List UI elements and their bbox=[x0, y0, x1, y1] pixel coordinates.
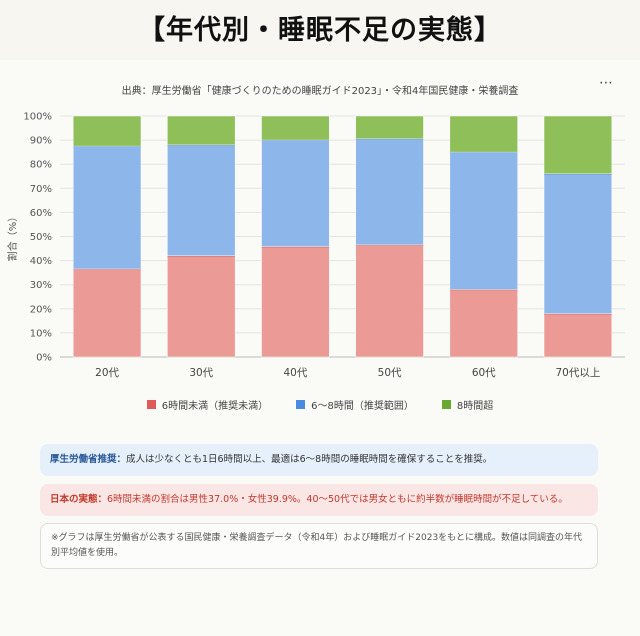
source-note: ※グラフは厚生労働省が公表する国民健康・栄養調査データ（令和4年）および睡眠ガイ… bbox=[40, 523, 598, 569]
chart-card: 出典：厚生労働省「健康づくりのための睡眠ガイド2023」・令和4年国民健康・栄養… bbox=[0, 60, 640, 636]
bar-segment-over8 bbox=[167, 115, 236, 146]
legend-item-over8[interactable]: 8時間超 bbox=[441, 397, 494, 412]
bar-segment-under6 bbox=[449, 289, 518, 358]
y-tick-label: 80% bbox=[30, 160, 52, 171]
bar-segment-under6 bbox=[261, 246, 330, 358]
legend-item-under6[interactable]: 6時間未満（推奨未満） bbox=[146, 397, 269, 412]
bar-segment-over8 bbox=[449, 115, 518, 153]
x-tick-label: 30代 bbox=[189, 367, 213, 379]
x-tick-label: 70代以上 bbox=[555, 367, 600, 379]
chart-subtitle: 出典：厚生労働省「健康づくりのための睡眠ガイド2023」・令和4年国民健康・栄養… bbox=[121, 86, 519, 97]
bar-segment-over8 bbox=[72, 115, 142, 147]
x-tick-label: 20代 bbox=[95, 367, 119, 379]
y-tick-label: 50% bbox=[30, 232, 52, 243]
recommendation-text: 成人は少なくとも1日6時間以上、最適は6〜8時間の睡眠時間を確保することを推奨。 bbox=[126, 454, 493, 465]
y-tick-label: 60% bbox=[30, 208, 52, 219]
more-menu-icon[interactable]: ⋯ bbox=[599, 75, 614, 91]
legend-item-6to8[interactable]: 6〜8時間（推奨範囲） bbox=[296, 397, 414, 412]
x-tick-label: 60代 bbox=[472, 367, 496, 379]
bar-segment-over8 bbox=[261, 115, 330, 141]
y-tick-label: 100% bbox=[23, 112, 52, 123]
bar-segment-6to8 bbox=[261, 139, 330, 247]
recommendation-note: 厚生労働省推奨：成人は少なくとも1日6時間以上、最適は6〜8時間の睡眠時間を確保… bbox=[40, 444, 598, 476]
legend-label-over8: 8時間超 bbox=[456, 401, 494, 412]
page-title: 【年代別・睡眠不足の実態】 bbox=[138, 15, 502, 46]
y-tick-label: 20% bbox=[30, 304, 52, 315]
chart-legend: 6時間未満（推奨未満） 6〜8時間（推奨範囲） 8時間超 bbox=[0, 397, 640, 412]
legend-swatch-under6 bbox=[146, 400, 156, 409]
bar-segment-under6 bbox=[72, 268, 142, 358]
reality-note: 日本の実態：6時間未満の割合は男性37.0%・女性39.9%。40〜50代では男… bbox=[40, 484, 598, 516]
bar-segment-6to8 bbox=[167, 144, 236, 257]
bar-segment-over8 bbox=[543, 115, 613, 175]
bar-segment-6to8 bbox=[543, 173, 613, 314]
y-axis-label: 割合（%） bbox=[6, 212, 19, 262]
bar-segment-under6 bbox=[355, 244, 424, 358]
bar-segment-over8 bbox=[355, 115, 424, 140]
y-tick-label: 30% bbox=[30, 280, 52, 291]
legend-label-6to8: 6〜8時間（推奨範囲） bbox=[311, 401, 414, 412]
y-tick-label: 0% bbox=[36, 353, 52, 364]
y-tick-label: 90% bbox=[30, 136, 52, 147]
x-tick-label: 50代 bbox=[378, 367, 402, 379]
stacked-bar-chart: 0% 10% 20% 30% 40% 50% 60% 70% 80% 90% 100% 割合（%） 20… bbox=[6, 112, 625, 379]
legend-swatch-6to8 bbox=[296, 400, 306, 409]
bar-segment-6to8 bbox=[355, 138, 424, 246]
bar-segment-6to8 bbox=[72, 145, 142, 270]
y-tick-label: 10% bbox=[30, 328, 52, 339]
y-tick-label: 70% bbox=[30, 184, 52, 195]
bar-segment-6to8 bbox=[449, 151, 518, 290]
x-tick-label: 40代 bbox=[283, 367, 307, 379]
legend-swatch-over8 bbox=[441, 400, 451, 409]
y-tick-label: 40% bbox=[30, 256, 52, 267]
reality-text: 6時間未満の割合は男性37.0%・女性39.9%。40〜50代では男女ともに約半… bbox=[107, 494, 568, 505]
legend-label-under6: 6時間未満（推奨未満） bbox=[161, 401, 269, 412]
bar-segment-under6 bbox=[167, 255, 236, 358]
reality-label: 日本の実態： bbox=[50, 494, 108, 505]
recommendation-label: 厚生労働省推奨： bbox=[50, 454, 127, 465]
bar-segment-under6 bbox=[543, 313, 613, 358]
